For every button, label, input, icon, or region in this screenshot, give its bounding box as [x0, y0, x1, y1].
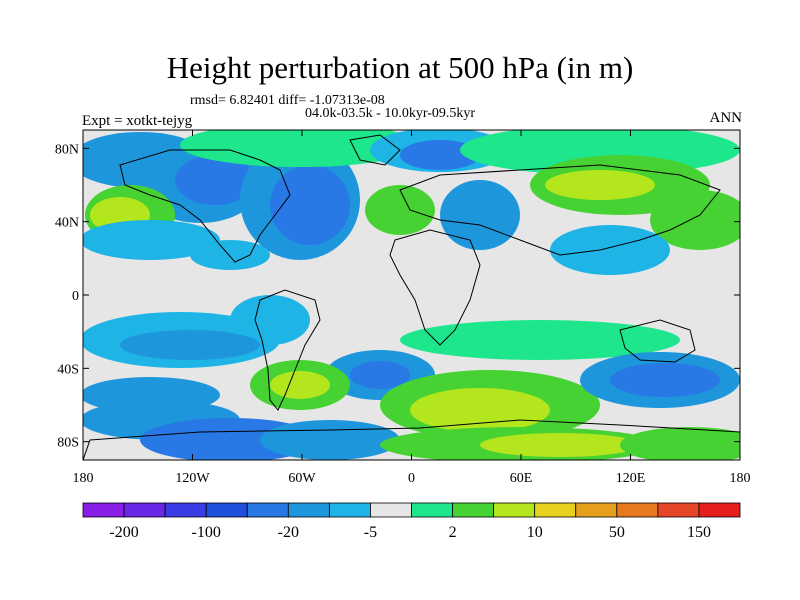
colorbar-box	[328, 502, 371, 518]
field-blob	[365, 185, 435, 235]
coastlines	[83, 134, 740, 460]
lat-label: 0	[72, 289, 79, 304]
colorbar-label: 2	[449, 524, 457, 541]
colorbar-box	[287, 502, 330, 518]
africa-outline	[389, 229, 481, 346]
lon-label: 0	[408, 471, 415, 486]
lat-label: 40N	[55, 216, 79, 231]
lon-label: 120E	[616, 471, 646, 486]
period-text: 04.0k-03.5k - 10.0kyr-09.5kyr	[305, 106, 476, 121]
experiment-label: Expt = xotkt-tejyg	[82, 113, 193, 129]
plot-title: Height perturbation at 500 hPa (in m)	[166, 50, 634, 85]
colorbar-label: 10	[527, 524, 543, 541]
antarctica-outline	[83, 419, 740, 460]
lon-label: 180	[73, 471, 94, 486]
lon-label: 60E	[510, 471, 533, 486]
longitude-axis: 180 120W 60W 0 60E 120E 180	[73, 130, 751, 486]
colorbar-label: 150	[687, 524, 711, 541]
field-blob	[400, 140, 480, 170]
colorbar-label: -5	[364, 524, 377, 541]
field-blob	[180, 130, 420, 167]
season-label: ANN	[709, 110, 743, 126]
north-america-outline	[119, 149, 291, 263]
colorbar-box	[370, 502, 412, 518]
greenland-outline	[349, 134, 401, 166]
field-blob	[175, 155, 255, 205]
colorbar-box	[205, 502, 248, 518]
field-blob	[260, 420, 400, 460]
colorbar-box	[452, 502, 495, 518]
field-blob	[610, 363, 720, 397]
stats-text: rmsd= 6.82401 diff= -1.07313e-08	[190, 93, 385, 108]
australia-outline	[619, 319, 696, 363]
field-blob	[83, 220, 220, 260]
field-blob	[440, 180, 520, 250]
colorbar-label: -200	[109, 524, 138, 541]
field-blob	[270, 371, 330, 399]
colorbar-box	[698, 502, 741, 518]
colorbar-box	[123, 502, 166, 518]
colorbar-box	[616, 502, 659, 518]
colorbar-label: -100	[192, 524, 221, 541]
lat-label: 40S	[57, 362, 79, 377]
lon-label: 60W	[288, 471, 316, 486]
field-blob	[620, 427, 740, 460]
field-blob	[550, 225, 670, 275]
colorbar: -200 -100 -20 -5 2 10 50 150	[82, 502, 741, 541]
colorbar-box	[534, 502, 577, 518]
lat-label: 80S	[57, 436, 79, 451]
south-america-outline	[254, 289, 321, 411]
eurasia-outline	[399, 164, 721, 256]
field-blob	[350, 361, 410, 389]
field-blob	[545, 170, 655, 200]
field-blob	[650, 190, 740, 250]
latitude-axis: 80N 40N 0 40S 80S	[55, 142, 740, 451]
lat-label: 80N	[55, 142, 79, 157]
contour-field	[83, 130, 740, 460]
lon-label: 180	[730, 471, 751, 486]
lon-label: 120W	[175, 471, 210, 486]
colorbar-box	[411, 502, 453, 518]
field-blob	[410, 388, 550, 432]
field-blob	[120, 330, 260, 360]
field-blob	[400, 320, 680, 360]
colorbar-label: -20	[278, 524, 299, 541]
colorbar-box	[657, 502, 700, 518]
colorbar-box	[164, 502, 207, 518]
colorbar-box	[82, 502, 125, 518]
field-blob	[480, 433, 640, 457]
colorbar-label: 50	[609, 524, 625, 541]
field-blob	[190, 240, 270, 270]
colorbar-box	[575, 502, 618, 518]
colorbar-box	[493, 502, 536, 518]
field-blob	[270, 165, 350, 245]
colorbar-box	[246, 502, 289, 518]
